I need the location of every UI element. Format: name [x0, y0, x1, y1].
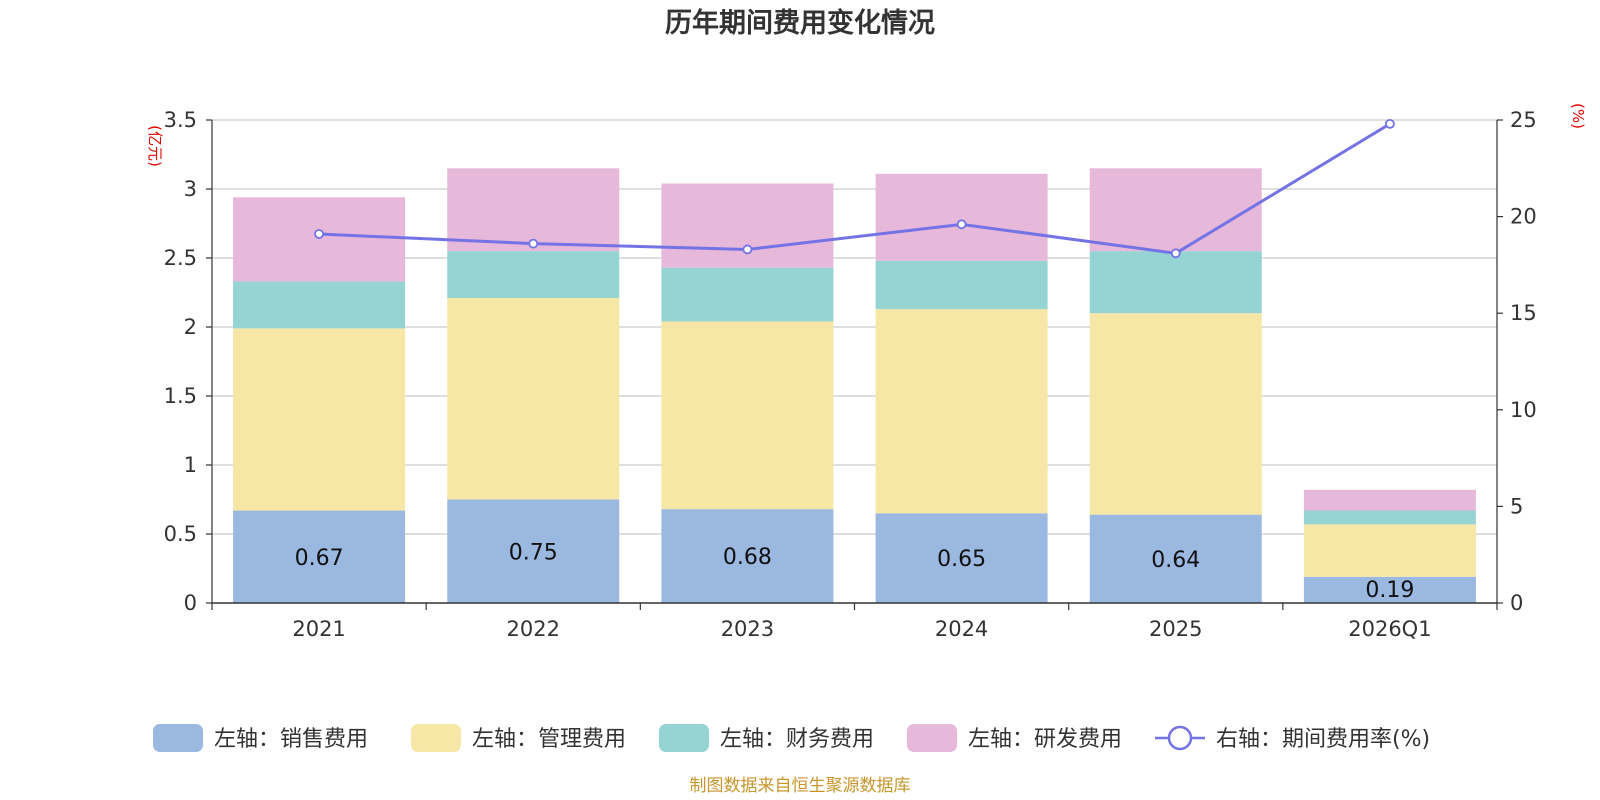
bar-segment	[875, 173, 1048, 261]
bar-segment	[1089, 168, 1262, 252]
legend-label: 左轴：研发费用	[968, 727, 1122, 752]
rate-point	[742, 244, 753, 255]
legend-marker-key	[1167, 725, 1193, 751]
left-axis-tick-label: 2.5	[164, 246, 197, 270]
bar-data-label: 0.65	[937, 547, 986, 572]
bar-segment	[233, 510, 406, 603]
left-axis-tick-label: 3	[184, 177, 197, 201]
bar-segment	[233, 197, 406, 282]
bar-segment	[875, 513, 1048, 603]
x-axis-tick-label: 2024	[935, 617, 988, 641]
x-axis-tick-label: 2022	[507, 617, 560, 641]
left-axis-tick-label: 1.5	[164, 384, 197, 408]
bar-segment	[233, 281, 406, 329]
chart-title: 历年期间费用变化情况	[665, 7, 935, 39]
bar-data-label: 0.75	[509, 540, 558, 565]
rate-line-series	[314, 118, 1395, 259]
bar-data-label: 0.64	[1151, 548, 1200, 573]
rate-point	[1385, 118, 1395, 129]
bar-segment	[1303, 510, 1476, 525]
bar-data-label: 0.67	[295, 546, 344, 571]
left-axis-tick-label: 2	[184, 315, 197, 339]
bar-segment	[661, 321, 834, 510]
left-axis-tick-label: 1	[184, 453, 197, 477]
rate-point	[1170, 248, 1181, 259]
bar-segment	[661, 267, 834, 322]
right-axis-tick-label: 0	[1510, 591, 1523, 615]
right-axis-tick-label: 5	[1510, 494, 1523, 518]
right-axis-tick-label: 20	[1510, 205, 1537, 229]
rate-point	[956, 219, 967, 230]
rate-point	[528, 238, 539, 249]
source-note: 制图数据来自恒生聚源数据库	[690, 776, 911, 796]
legend-label: 左轴：财务费用	[720, 727, 874, 752]
bars: 0.67 0.75 0.68 0.65 0.64 0.19	[233, 168, 1476, 603]
bar-data-label: 0.68	[723, 545, 772, 570]
left-axis-tick-label: 3.5	[164, 108, 197, 132]
bar-segment	[1089, 313, 1262, 515]
bar-segment	[1089, 251, 1262, 314]
right-axis-tick-label: 25	[1510, 108, 1537, 132]
legend-swatch	[907, 724, 957, 752]
bar-segment	[875, 309, 1048, 514]
bar-segment	[661, 183, 834, 268]
rate-point	[314, 229, 324, 239]
bar-segment	[875, 260, 1048, 310]
legend-swatch	[411, 724, 461, 752]
left-axis-tick-label: 0.5	[164, 522, 197, 546]
legend-swatch	[153, 724, 203, 752]
bar-segment	[447, 298, 620, 500]
right-axis-tick-label: 15	[1510, 301, 1537, 325]
bar-segment	[447, 499, 620, 603]
bar-segment	[661, 509, 834, 603]
rate-line	[319, 122, 1391, 255]
bar-segment	[1089, 514, 1262, 603]
legend: 左轴：销售费用 左轴：管理费用 左轴：财务费用 左轴：研发费用 右轴：期间费用率(%)	[153, 724, 1430, 752]
legend-label: 左轴：管理费用	[472, 727, 626, 752]
bar-data-label: 0.19	[1365, 578, 1414, 603]
bar-segment	[447, 251, 620, 299]
bar-segment	[1303, 576, 1476, 603]
left-axis-unit: (亿元)	[146, 125, 164, 167]
legend-swatch	[659, 724, 709, 752]
legend-label: 右轴：期间费用率(%)	[1216, 727, 1430, 752]
x-axis-tick-label: 2026Q1	[1348, 617, 1431, 641]
right-axis-unit: (%)	[1569, 103, 1587, 129]
legend-label: 左轴：销售费用	[214, 727, 368, 752]
bar-segment	[233, 328, 406, 511]
left-axis-tick-label: 0	[184, 591, 197, 615]
x-axis-tick-label: 2023	[721, 617, 774, 641]
x-axis-tick-label: 2021	[292, 617, 345, 641]
right-axis-tick-label: 10	[1510, 398, 1537, 422]
bar-segment	[1303, 489, 1476, 511]
x-axis-tick-label: 2025	[1149, 617, 1202, 641]
bar-segment	[1303, 524, 1476, 577]
bar-segment	[447, 168, 620, 252]
grid-lines	[212, 119, 1497, 535]
